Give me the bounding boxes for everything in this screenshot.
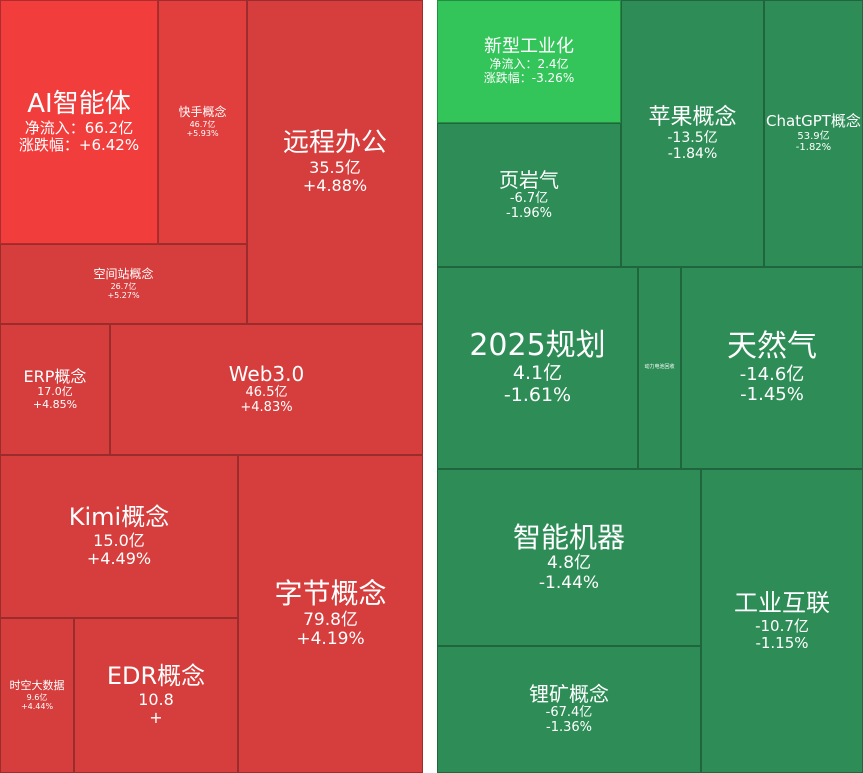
tile-stat: 53.9亿: [797, 130, 830, 142]
tile-stat: +5.93%: [186, 128, 219, 138]
tile-name: 空间站概念: [93, 266, 154, 281]
tile-stat: 17.0亿: [37, 385, 73, 399]
tile-name: 页岩气: [499, 167, 559, 192]
tile-name: 锂矿概念: [529, 682, 609, 707]
tile[interactable]: 快手概念 46.7亿 +5.93%: [158, 0, 247, 244]
tile[interactable]: Web3.0 46.5亿 +4.83%: [110, 324, 423, 455]
tile-name: 工业互联: [734, 588, 830, 617]
tile-stat: +4.85%: [32, 397, 78, 411]
tile-stat: -1.45%: [740, 384, 804, 406]
tile-name: 2025规划: [469, 327, 606, 363]
tile-stat: 26.7亿: [110, 281, 137, 291]
tile[interactable]: 远程办公 35.5亿 +4.88%: [247, 0, 423, 324]
tile-name: 智能机器: [512, 520, 625, 554]
tile[interactable]: 空间站概念 26.7亿 +5.27%: [0, 244, 247, 324]
tile[interactable]: 动力电池回收: [638, 267, 681, 469]
tile-stat: 4.1亿: [512, 362, 563, 385]
tile[interactable]: 2025规划 4.1亿 -1.61%: [437, 267, 638, 469]
tile-stat: 净流入：66.2亿: [24, 118, 134, 137]
tile-name: 苹果概念: [648, 104, 737, 130]
tile-name: AI智能体: [27, 88, 131, 119]
tile-stat: 涨跌幅：+6.42%: [18, 135, 140, 154]
tile-stat: -1.96%: [506, 205, 552, 221]
tile-name: 快手概念: [178, 104, 227, 119]
tile-stat: +: [149, 708, 163, 728]
tile-stat: 10.8: [138, 689, 174, 709]
tile-name: 天然气: [727, 329, 817, 365]
tile-stat: 46.7亿: [189, 119, 216, 129]
tile-stat: 35.5亿: [309, 157, 361, 177]
tile-name: 字节概念: [274, 577, 387, 611]
tile[interactable]: ERP概念 17.0亿 +4.85%: [0, 324, 110, 455]
tile[interactable]: 页岩气 -6.7亿 -1.96%: [437, 123, 621, 267]
tile-stat: -1.61%: [503, 384, 572, 407]
tile-stat: -67.4亿: [545, 705, 593, 721]
tile[interactable]: 时空大数据 9.6亿 +4.44%: [0, 618, 74, 773]
tile[interactable]: 锂矿概念 -67.4亿 -1.36%: [437, 646, 701, 773]
tile-stat: +4.44%: [20, 701, 54, 711]
tile-stat: -1.36%: [546, 720, 592, 735]
tile[interactable]: Kimi概念 15.0亿 +4.49%: [0, 455, 238, 618]
tile-name: Web3.0: [228, 362, 305, 387]
tile[interactable]: AI智能体 净流入：66.2亿 涨跌幅：+6.42%: [0, 0, 158, 244]
tile-stat: 涨跌幅：-3.26%: [483, 70, 575, 85]
tile-name: ChatGPT概念: [766, 112, 861, 131]
tile-stat: 79.8亿: [303, 609, 358, 630]
tile-name: ERP概念: [23, 366, 87, 386]
tile-name: 动力电池回收: [644, 364, 675, 371]
tile-stat: -1.82%: [795, 142, 832, 154]
tile-stat: -10.7亿: [755, 616, 809, 635]
tile-name: EDR概念: [106, 662, 206, 691]
tile-stat: 46.5亿: [245, 385, 288, 401]
tile-stat: 15.0亿: [93, 530, 145, 550]
tile[interactable]: 苹果概念 -13.5亿 -1.84%: [621, 0, 764, 267]
tile[interactable]: 智能机器 4.8亿 -1.44%: [437, 469, 701, 646]
tile-stat: -6.7亿: [509, 190, 549, 206]
tile-stat: -1.84%: [667, 146, 718, 163]
tile-name: 时空大数据: [9, 678, 65, 692]
tile-name: 新型工业化: [484, 36, 574, 58]
tile-stat: -1.44%: [538, 572, 600, 593]
tile-stat: -1.15%: [755, 633, 809, 652]
tile[interactable]: EDR概念 10.8 +: [74, 618, 238, 773]
tile[interactable]: ChatGPT概念 53.9亿 -1.82%: [764, 0, 863, 267]
tile-name: 远程办公: [282, 127, 387, 158]
tile-stat: +4.19%: [296, 629, 365, 650]
tile[interactable]: 字节概念 79.8亿 +4.19%: [238, 455, 423, 773]
tile[interactable]: 新型工业化 净流入：2.4亿 涨跌幅：-3.26%: [437, 0, 621, 123]
tile-stat: -14.6亿: [739, 363, 805, 385]
tile-stat: +5.27%: [107, 290, 140, 300]
tile[interactable]: 工业互联 -10.7亿 -1.15%: [701, 469, 863, 773]
tile-stat: 净流入：2.4亿: [489, 57, 569, 72]
tile-stat: +4.88%: [302, 175, 368, 195]
tile-stat: +4.83%: [240, 400, 293, 415]
tile-stat: -13.5亿: [667, 130, 718, 147]
tile-stat: 4.8亿: [546, 553, 592, 574]
tile-stat: +4.49%: [86, 549, 152, 569]
tile-name: Kimi概念: [68, 503, 170, 532]
tile-stat: 9.6亿: [26, 692, 48, 702]
tile[interactable]: 天然气 -14.6亿 -1.45%: [681, 267, 863, 469]
